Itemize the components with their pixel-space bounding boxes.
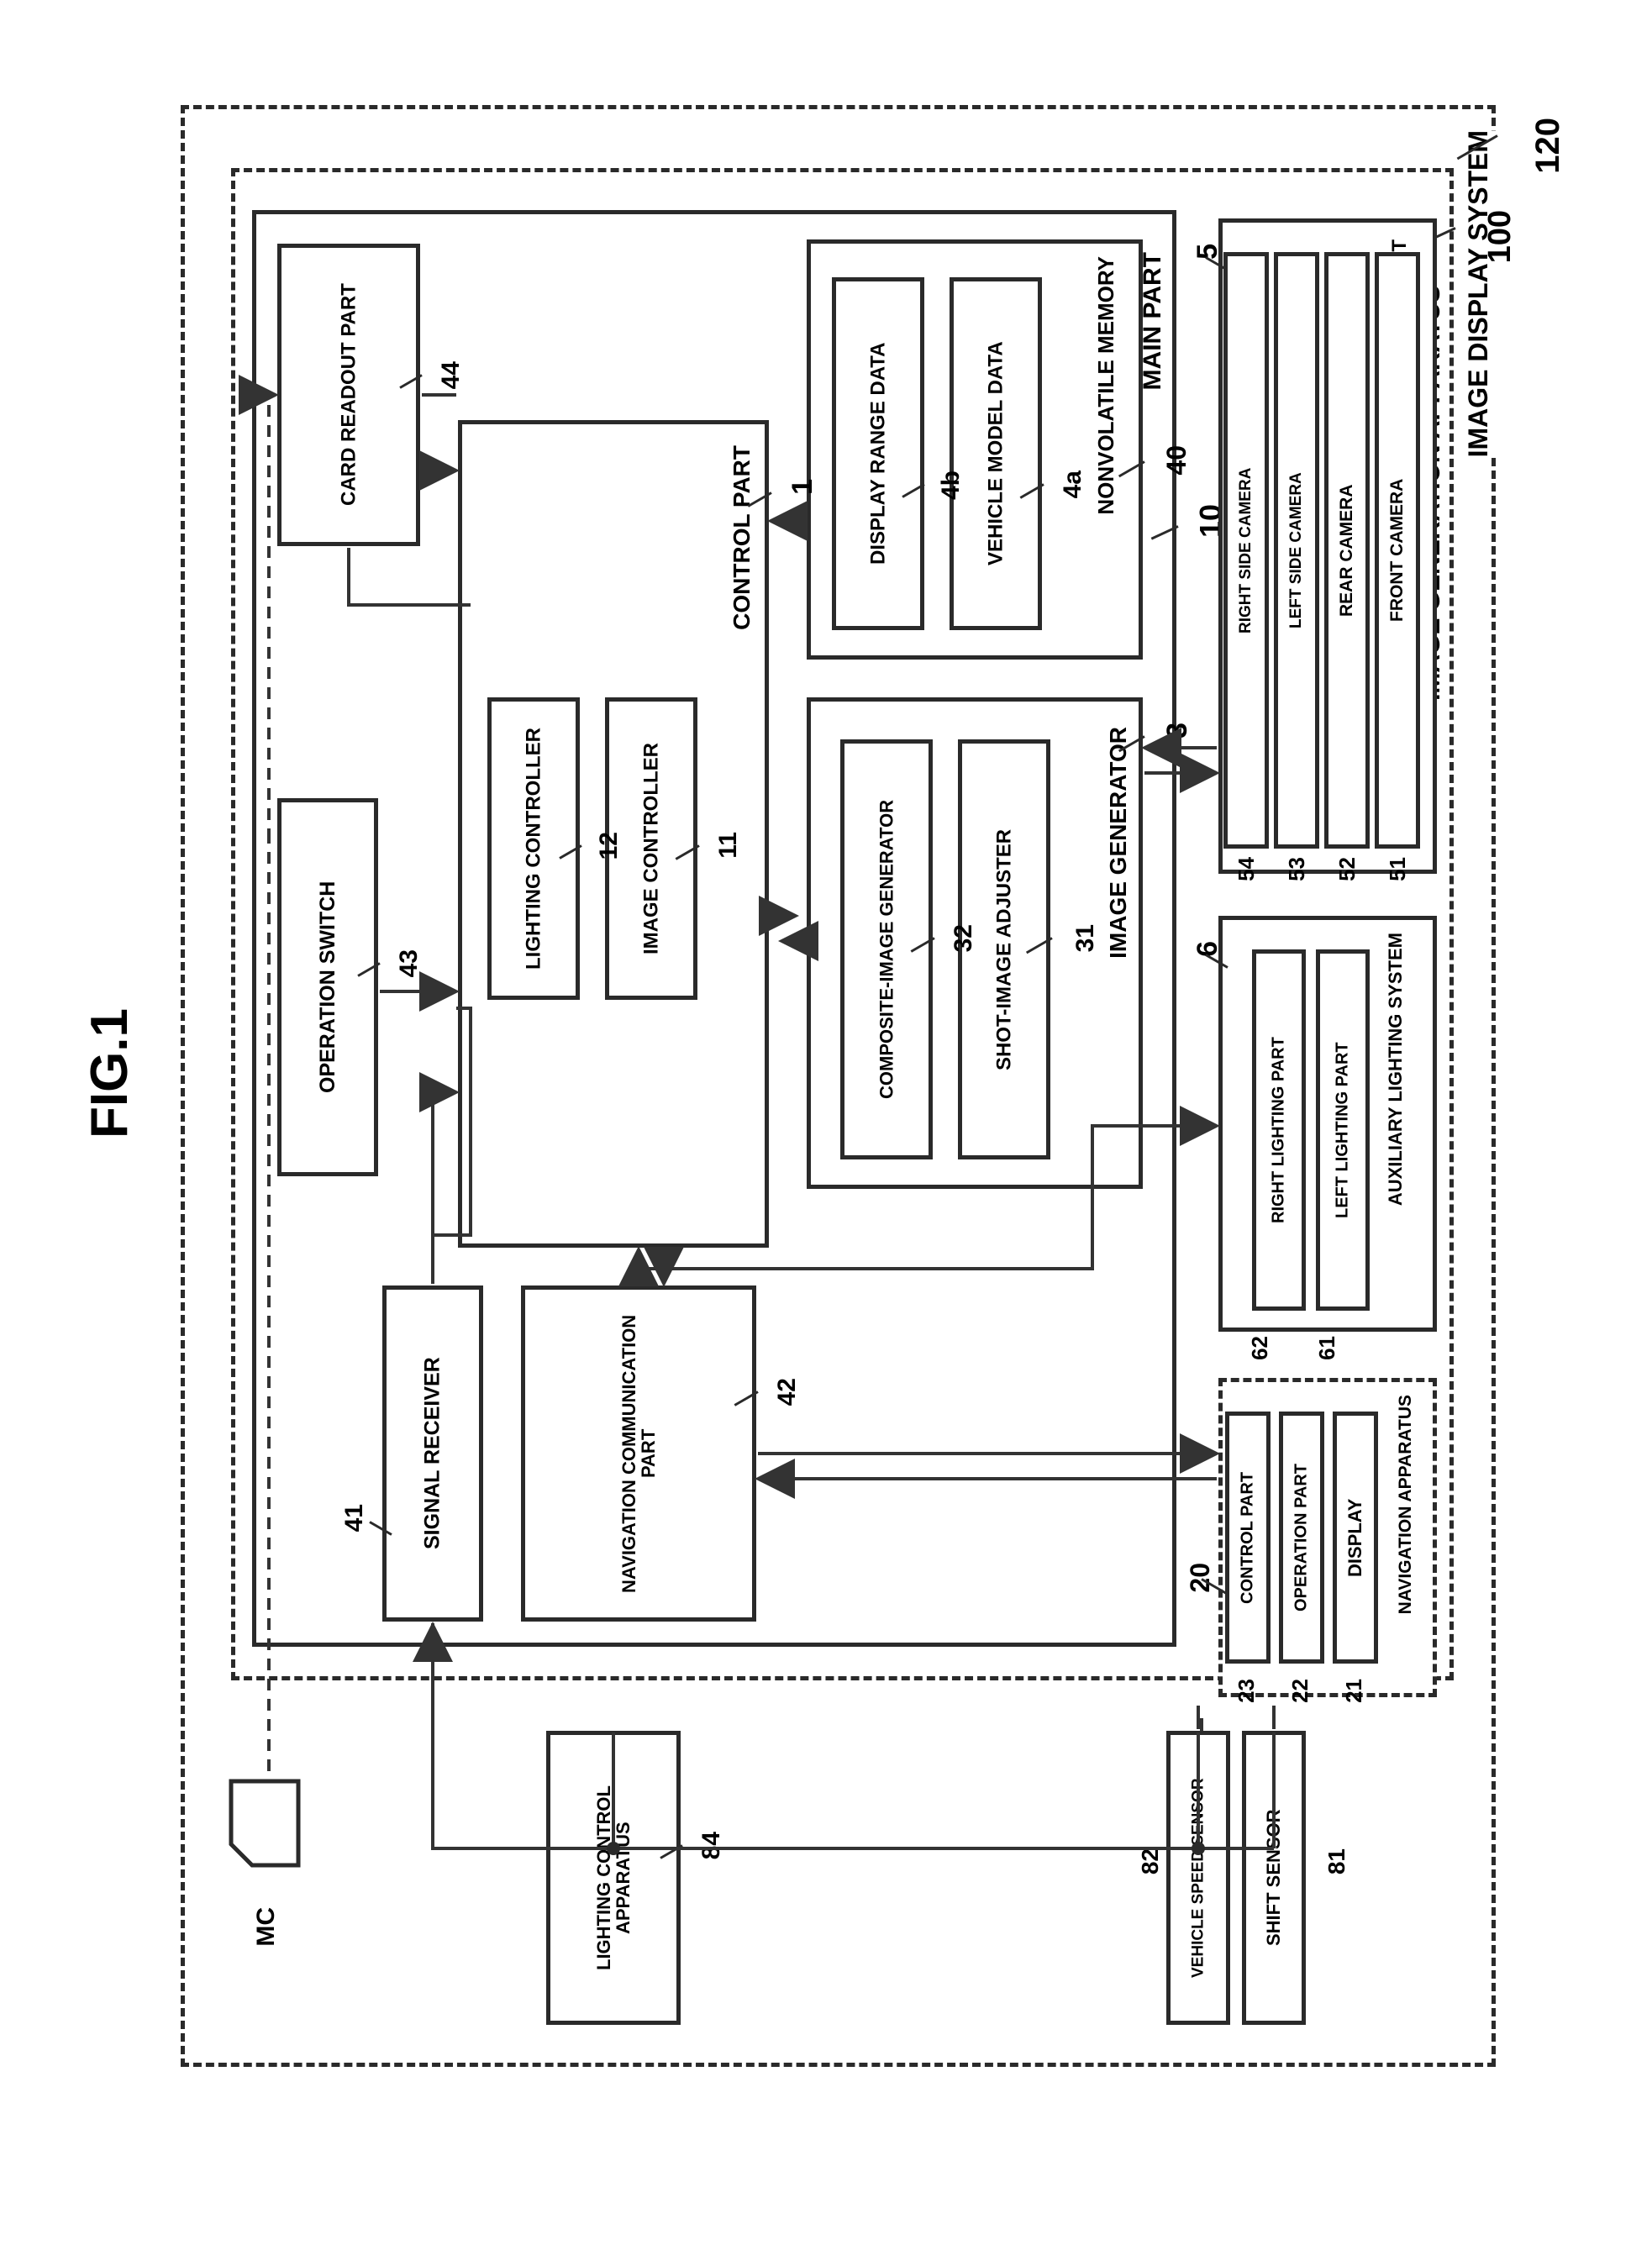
nvm-4a-num: 4a [1059,471,1087,498]
shift-81n: 81 [1323,1848,1350,1874]
mc-card-icon [223,1773,315,1890]
n23: 23 [1234,1679,1260,1703]
ig-3-label: IMAGE GENERATOR [1102,727,1134,959]
nvm-4b: DISPLAY RANGE DATA [832,277,924,630]
cp-1-num: 1 [787,479,819,495]
na-22: OPERATION PART [1279,1412,1324,1664]
c53b: LEFT SIDE CAMERA [1274,252,1319,849]
sr-41: SIGNAL RECEIVER [382,1285,483,1622]
fig1: FIG.1 [80,1008,139,1138]
nvm-4a: VEHICLE MODEL DATA [950,277,1042,630]
n51: 51 [1385,857,1411,881]
aux-6-label: AUXILIARY LIGHTING SYSTEM [1383,933,1407,1206]
ig-3-num: 3 [1161,723,1194,739]
lca-84: LIGHTING CONTROL APPARATUS [546,1731,681,2025]
nc-42: NAVIGATION COMMUNICATION PART [521,1285,756,1622]
na-20-num: 20 [1185,1563,1216,1593]
n62: 62 [1247,1336,1273,1360]
aux-62: RIGHT LIGHTING PART [1252,949,1306,1311]
nvm-40-num: 40 [1161,445,1192,476]
n21: 21 [1341,1679,1367,1703]
sys-120-num: 120 [1529,118,1567,174]
cp-12: LIGHTING CONTROLLER [487,697,580,1000]
c54: RIGHT SIDE CAMERA [1223,252,1269,849]
ig-32-num: 32 [950,924,978,952]
nvm-4b-num: 4b [937,471,965,500]
na-23: CONTROL PART [1225,1412,1271,1664]
speed-82n: 82 [1137,1848,1164,1874]
c51: FRONT CAMERA [1375,252,1420,849]
cr-44: CARD READOUT PART [277,244,420,546]
ig-32: COMPOSITE-IMAGE GENERATOR [840,739,933,1159]
cr-44-num: 44 [437,361,466,389]
ig-31-num: 31 [1071,924,1100,952]
sys-120-label: IMAGE DISPLAY SYSTEM [1460,130,1497,457]
n61: 61 [1314,1336,1340,1360]
iga-100-num: 100 [1482,210,1518,263]
n54: 54 [1234,857,1260,881]
n53: 53 [1284,857,1310,881]
speed-82: VEHICLE SPEED SENSOR [1166,1731,1230,2025]
os-43-num: 43 [395,949,424,977]
cp-11-num: 11 [714,832,743,859]
n52: 52 [1334,857,1360,881]
shift-81: SHIFT SENSOR [1242,1731,1306,2025]
diagram: IMAGE DISPLAY SYSTEM 120 IMAGE GENERATIO… [0,0,1652,2266]
os-43: OPERATION SWITCH [277,798,378,1176]
sr-41-num: 41 [340,1504,369,1532]
na-20-label: NAVIGATION APPARATUS [1393,1395,1418,1614]
lca-84n: 84 [697,1832,726,1859]
cp-1-label: CONTROL PART [726,445,758,630]
c52: REAR CAMERA [1324,252,1370,849]
mc-txt: MC [252,1907,281,1947]
cp-12-num: 12 [595,832,623,860]
na-21: DISPLAY [1333,1412,1378,1664]
aux-61: LEFT LIGHTING PART [1316,949,1370,1311]
n22: 22 [1287,1679,1313,1703]
nvm-40-label: NONVOLATILE MEMORY [1092,256,1120,515]
nc-42-num: 42 [773,1378,802,1406]
